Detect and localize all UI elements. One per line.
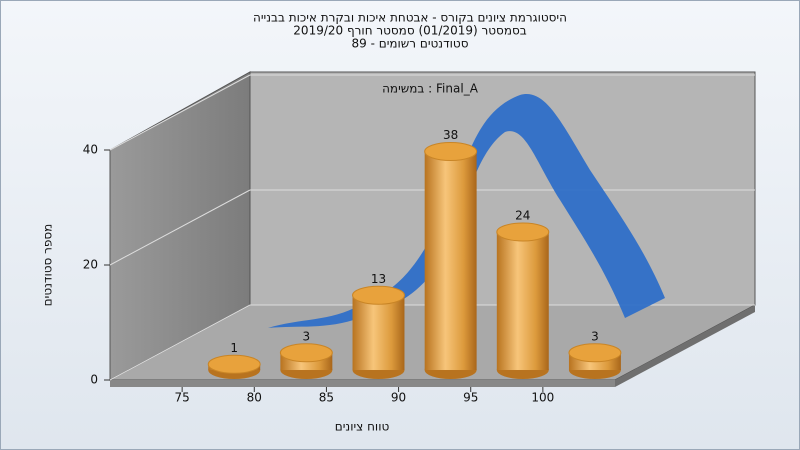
x-tick-label: 95 (463, 391, 478, 405)
bar-top (352, 285, 405, 305)
value-label: 24 (515, 209, 530, 223)
grid-line (109, 304, 251, 381)
grid-line (109, 189, 251, 266)
x-axis-label: טווח ציונים (335, 420, 390, 434)
annotation: במשימה : Final_A (382, 82, 479, 96)
value-label: 3 (591, 329, 599, 343)
bar-top (424, 142, 478, 161)
x-tick-label: 75 (175, 391, 190, 405)
y-tick-label: 0 (90, 373, 98, 387)
x-tick-label: 90 (391, 391, 406, 405)
normal-curve (268, 94, 665, 329)
value-label: 38 (443, 128, 458, 142)
floor-front (110, 380, 615, 387)
grid-line (109, 74, 251, 151)
bar-top (496, 222, 550, 242)
x-tick-label: 100 (531, 391, 554, 405)
bar-top (279, 343, 333, 363)
bar (496, 232, 549, 370)
chart-subtitle: בסמסטר (01/2019) סמסטר חורף 2019/20 (293, 24, 526, 38)
bar-top (568, 343, 622, 363)
value-label: 13 (371, 272, 386, 286)
x-tick-label: 85 (319, 391, 334, 405)
chart-subtitle: סטודנטים רשומים - 89 (351, 37, 468, 51)
value-label: 3 (303, 329, 311, 343)
y-axis-label: מספר סטודנטים (41, 224, 55, 307)
chart-title: היסטוגרמת ציונים בקורס - אבטחת איכות ובק… (253, 11, 567, 25)
x-tick-label: 80 (247, 391, 262, 405)
bar-top (207, 354, 261, 374)
value-label: 1 (230, 341, 238, 355)
y-tick-label: 40 (83, 143, 98, 157)
y-tick-label: 20 (83, 258, 98, 272)
floor-edge (615, 305, 755, 387)
bar (352, 295, 405, 370)
bar (424, 151, 477, 370)
